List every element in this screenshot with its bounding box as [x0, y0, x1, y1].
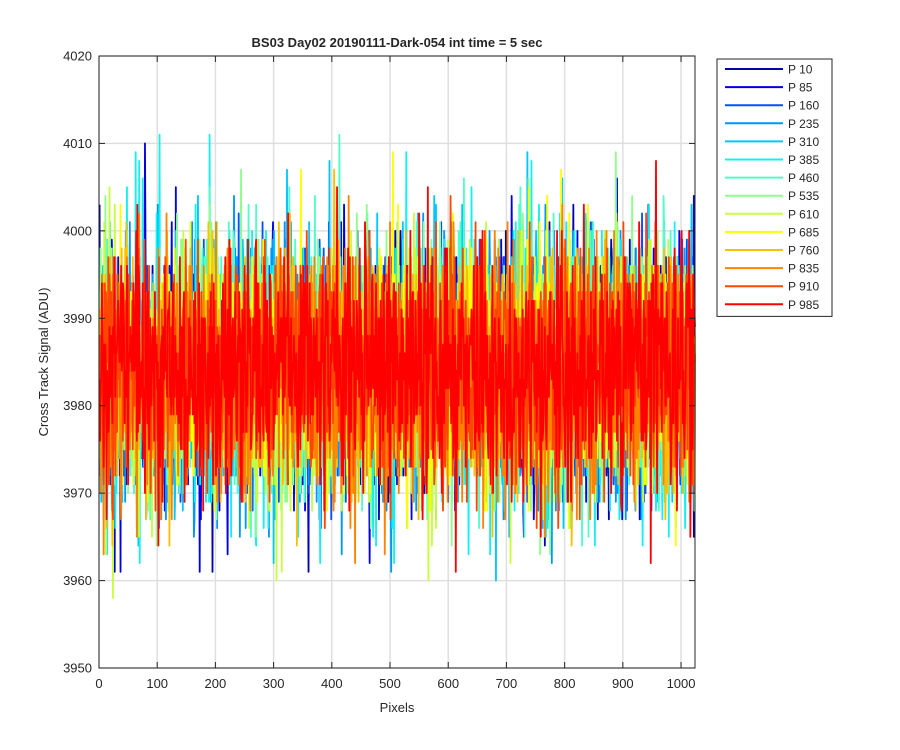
x-axis-ticks: 0 100 200 300 400 500 600 700 800 900 1000	[95, 56, 695, 691]
y-tick-label: 3970	[63, 486, 92, 501]
legend-item-label: P 760	[788, 244, 819, 258]
legend-box	[716, 58, 833, 317]
x-tick-label: 700	[496, 676, 518, 691]
legend-item-label: P 460	[788, 171, 819, 185]
x-tick-label: 300	[263, 676, 285, 691]
legend-item-label: P 85	[788, 81, 813, 95]
y-tick-label: 4020	[63, 49, 92, 64]
series-line	[98, 160, 696, 573]
x-tick-label: 200	[205, 676, 227, 691]
legend-item-label: P 310	[788, 135, 819, 149]
legend-item-label: P 385	[788, 153, 819, 167]
y-tick-label: 3980	[63, 398, 92, 413]
legend-item-label: P 685	[788, 225, 819, 239]
x-tick-label: 1000	[667, 676, 696, 691]
legend-item-label: P 10	[788, 63, 813, 77]
x-tick-label: 100	[146, 676, 168, 691]
y-tick-label: 4000	[63, 223, 92, 238]
x-tick-label: 500	[379, 676, 401, 691]
x-axis-label: Pixels	[380, 700, 415, 715]
y-tick-label: 3950	[63, 661, 92, 676]
x-tick-label: 400	[321, 676, 343, 691]
y-tick-label: 4010	[63, 136, 92, 151]
chart-title: BS03 Day02 20190111-Dark-054 int time = …	[252, 35, 543, 50]
legend-item-label: P 610	[788, 207, 819, 221]
x-tick-label: 0	[95, 676, 102, 691]
legend-item-label: P 160	[788, 99, 819, 113]
y-tick-label: 3990	[63, 311, 92, 326]
y-tick-label: 3960	[63, 573, 92, 588]
x-tick-label: 600	[437, 676, 459, 691]
plot-frame	[98, 55, 696, 669]
legend-item-label: P 985	[788, 298, 819, 312]
series-lines	[98, 133, 696, 599]
legend-item-label: P 535	[788, 189, 819, 203]
x-tick-label: 900	[612, 676, 634, 691]
legend-item-label: P 835	[788, 262, 819, 276]
y-axis-ticks: 3950 3960 3970 3980 3990 4000 4010 4020	[63, 49, 695, 676]
legend-item-label: P 910	[788, 280, 819, 294]
y-axis-label: Cross Track Signal (ADU)	[36, 288, 51, 437]
legend: P 10 P 85 P 160 P 235 P 310 P 385 P 460 P 535 P …	[716, 58, 833, 317]
legend-item-label: P 235	[788, 117, 819, 131]
x-tick-label: 800	[554, 676, 576, 691]
